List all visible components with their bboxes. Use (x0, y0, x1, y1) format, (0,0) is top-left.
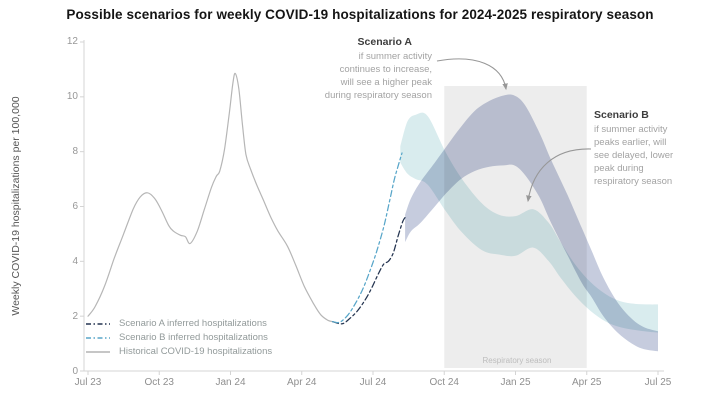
annotation-scenario-a-body: if summer activity continues to increase,… (325, 50, 432, 102)
chart-title: Possible scenarios for weekly COVID-19 h… (66, 7, 654, 22)
respiratory-season-label: Respiratory season (482, 356, 552, 365)
annotation-scenario-a-title: Scenario A (357, 36, 412, 48)
dashed-line-swatch-icon (86, 323, 110, 325)
x-tick-label: Apr 24 (287, 377, 317, 388)
annotation-scenario-b: Scenario B if summer activity peaks earli… (594, 109, 673, 188)
legend-label: Scenario B inferred hospitalizations (119, 332, 268, 343)
y-tick-label: 12 (66, 36, 78, 48)
y-tick-label: 8 (72, 146, 78, 158)
annotation-line: respiratory season (594, 176, 673, 187)
legend: Scenario A inferred hospitalizations Scen… (86, 317, 272, 359)
x-tick-label: Apr 25 (572, 377, 602, 388)
y-tick-label: 10 (66, 91, 78, 103)
y-tick-label: 2 (72, 310, 78, 322)
annotation-line: will see a higher peak (340, 77, 432, 88)
dashed-line-swatch-icon (86, 337, 110, 339)
y-tick-label: 0 (72, 365, 78, 377)
x-tick-label: Jan 24 (215, 377, 246, 388)
annotation-scenario-b-title: Scenario B (594, 109, 649, 121)
scenario-a-arrow (436, 58, 508, 91)
x-tick-label: Jan 25 (500, 377, 531, 388)
annotation-line: if summer activity (358, 51, 432, 62)
scenario-a-dashed-line (331, 216, 406, 325)
x-tick-label: Jul 24 (359, 377, 387, 388)
y-tick-label: 6 (72, 200, 78, 212)
annotation-line: peaks earlier, will (594, 137, 667, 148)
annotation-line: see delayed, lower (594, 150, 674, 161)
y-tick-label: 4 (72, 255, 78, 267)
annotation-scenario-a: Scenario A if summer activity continues t… (325, 36, 432, 102)
legend-label: Scenario A inferred hospitalizations (119, 318, 267, 329)
scenario-b-arrow (526, 148, 592, 203)
annotation-line: peak during (594, 163, 644, 174)
annotation-line: during respiratory season (324, 90, 432, 101)
x-tick-label: Oct 23 (144, 377, 174, 388)
legend-item: Scenario A inferred hospitalizations (86, 317, 272, 331)
solid-line-swatch-icon (86, 351, 110, 353)
legend-item: Historical COVID-19 hospitalizations (86, 345, 272, 359)
x-tick-label: Jul 23 (74, 377, 102, 388)
annotation-line: continues to increase, (339, 64, 432, 75)
x-tick-label: Jul 25 (644, 377, 672, 388)
x-tick-label: Oct 24 (429, 377, 459, 388)
scenario-b-dashed-line (331, 152, 403, 324)
annotation-scenario-b-body: if summer activity peaks earlier, will see… (594, 123, 673, 188)
legend-label: Historical COVID-19 hospitalizations (119, 346, 273, 357)
scenario-a-band (405, 94, 658, 352)
y-axis-label: Weekly COVID-19 hospitalizations per 100… (10, 96, 22, 316)
historical-line (87, 72, 334, 323)
annotation-line: if summer activity (594, 124, 668, 135)
scenario-b-band (400, 112, 658, 333)
legend-item: Scenario B inferred hospitalizations (86, 331, 272, 345)
